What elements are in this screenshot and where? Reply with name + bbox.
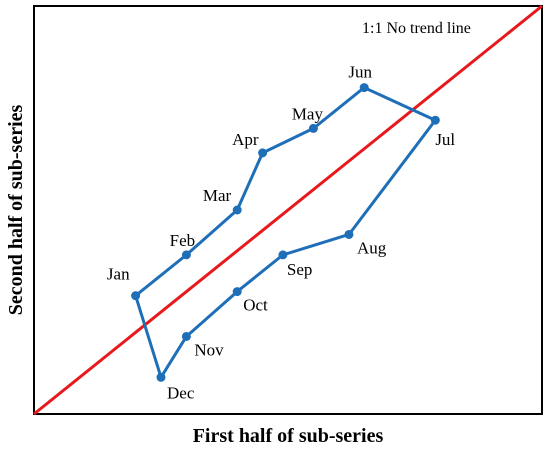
data-points <box>131 83 440 382</box>
point-label-mar: Mar <box>203 186 232 205</box>
data-point-jul <box>430 115 440 125</box>
point-label-may: May <box>292 104 324 123</box>
point-label-aug: Aug <box>357 238 387 257</box>
data-point-jun <box>359 83 369 93</box>
data-point-may <box>308 123 318 133</box>
x-axis-label: First half of sub-series <box>193 425 384 447</box>
data-point-oct <box>232 287 242 297</box>
plot-frame <box>33 5 543 415</box>
point-label-jul: Jul <box>435 130 455 149</box>
data-point-sep <box>278 250 288 260</box>
data-point-jan <box>131 291 141 301</box>
data-point-feb <box>181 250 191 260</box>
data-point-mar <box>232 205 242 215</box>
data-point-nov <box>181 331 191 341</box>
point-label-oct: Oct <box>243 296 268 315</box>
annotation-label: 1:1 No trend line <box>362 20 471 37</box>
data-point-aug <box>344 229 354 239</box>
y-axis-label: Second half of sub-series <box>5 105 27 316</box>
point-label-jan: Jan <box>107 265 130 284</box>
data-point-apr <box>258 148 268 158</box>
data-point-dec <box>156 372 166 382</box>
point-label-sep: Sep <box>287 260 313 279</box>
point-label-nov: Nov <box>194 340 224 359</box>
point-label-apr: Apr <box>232 130 259 149</box>
reference-line <box>33 4 543 416</box>
point-label-feb: Feb <box>170 231 196 250</box>
point-label-jun: Jun <box>348 63 372 82</box>
point-labels: Jan Feb Mar Apr May Jun Jul Aug Sep Oct Nov Dec <box>107 63 456 403</box>
point-label-dec: Dec <box>167 383 195 402</box>
